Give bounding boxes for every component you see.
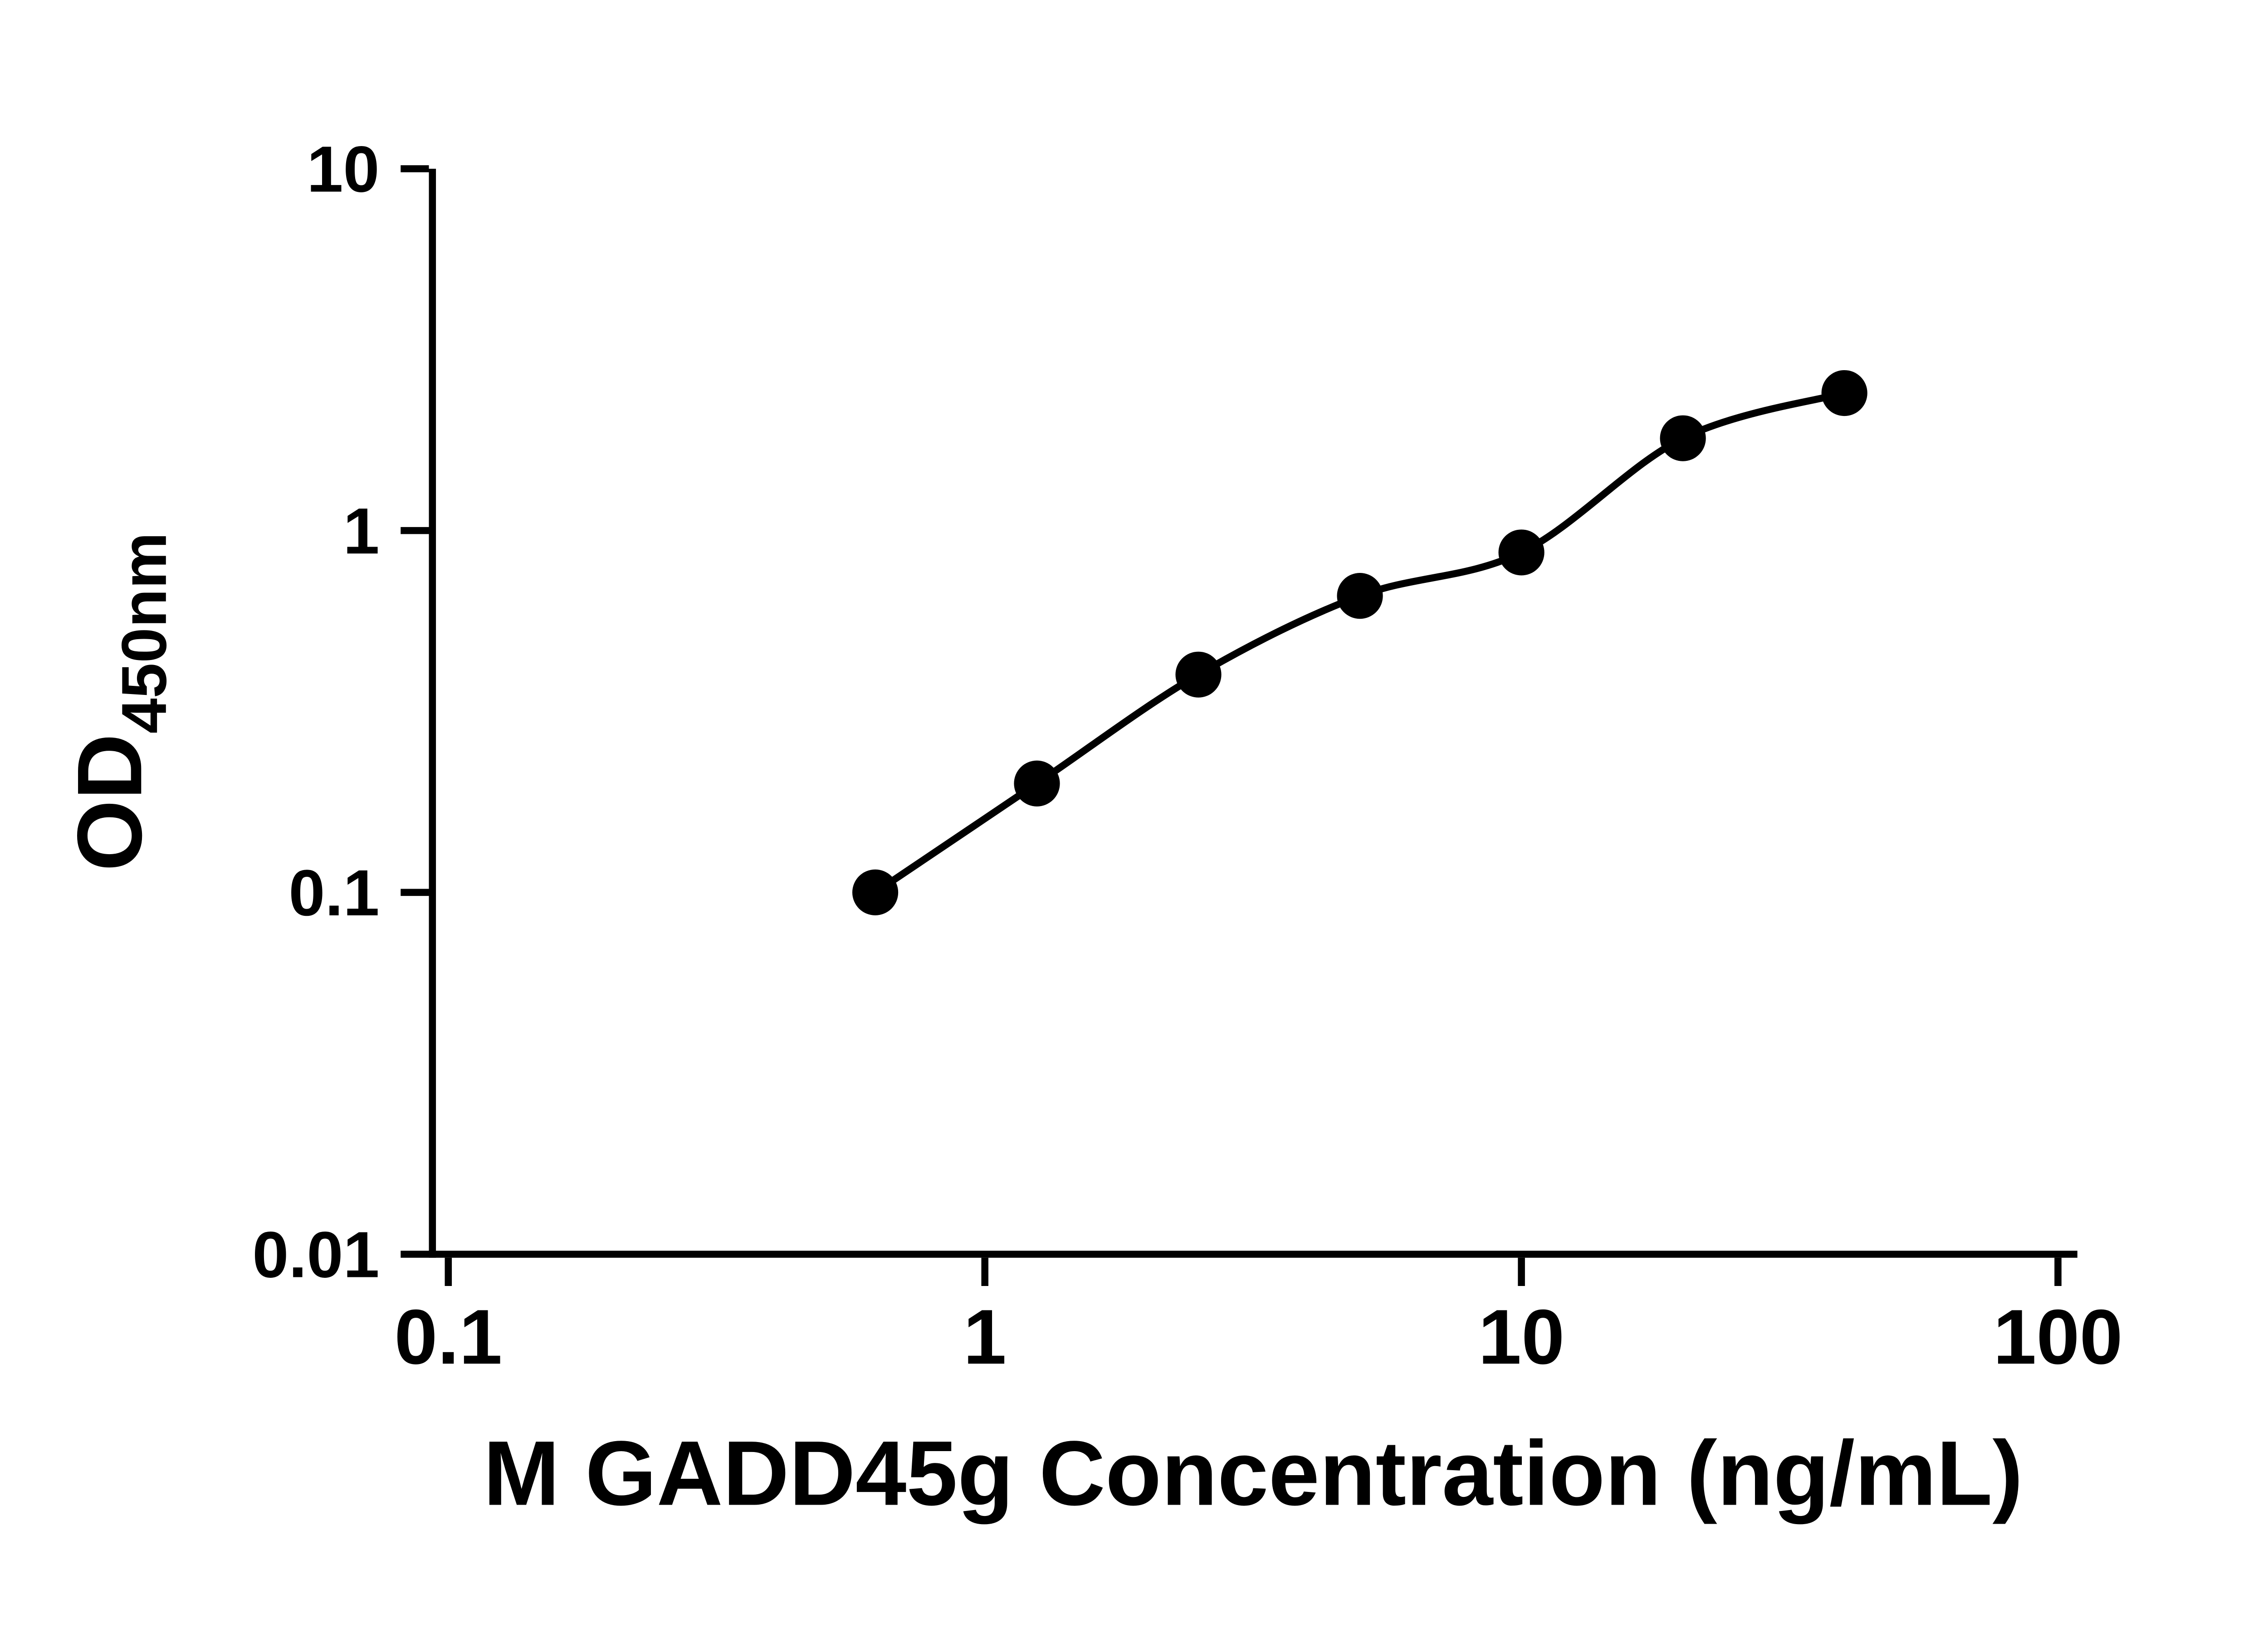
data-point-marker bbox=[1014, 760, 1060, 807]
y-tick-label: 0.01 bbox=[252, 1218, 379, 1291]
data-point-marker bbox=[1660, 415, 1706, 461]
standard-curve-series bbox=[852, 370, 1867, 915]
y-tick-label: 1 bbox=[343, 494, 380, 567]
y-axis-title-subscript: 450nm bbox=[108, 532, 180, 733]
y-tick-label: 10 bbox=[307, 133, 379, 206]
x-tick-label: 1 bbox=[963, 1294, 1007, 1380]
x-tick-label: 0.1 bbox=[394, 1294, 502, 1380]
x-tick-label: 10 bbox=[1478, 1294, 1564, 1380]
data-point-marker bbox=[1337, 573, 1383, 619]
x-axis-title: M GADD45g Concentration (ng/mL) bbox=[483, 1422, 2023, 1525]
y-tick-label: 0.1 bbox=[288, 856, 379, 929]
data-point-marker bbox=[1498, 529, 1545, 576]
data-point-marker bbox=[1175, 651, 1222, 698]
axes bbox=[429, 168, 2077, 1258]
data-point-marker bbox=[852, 869, 899, 915]
x-tick-label: 100 bbox=[1993, 1294, 2123, 1380]
y-axis-title-main: OD bbox=[58, 733, 161, 871]
data-point-marker bbox=[1821, 370, 1867, 416]
y-axis-title: OD450nm bbox=[58, 532, 179, 871]
fitted-curve-line bbox=[871, 389, 1848, 896]
